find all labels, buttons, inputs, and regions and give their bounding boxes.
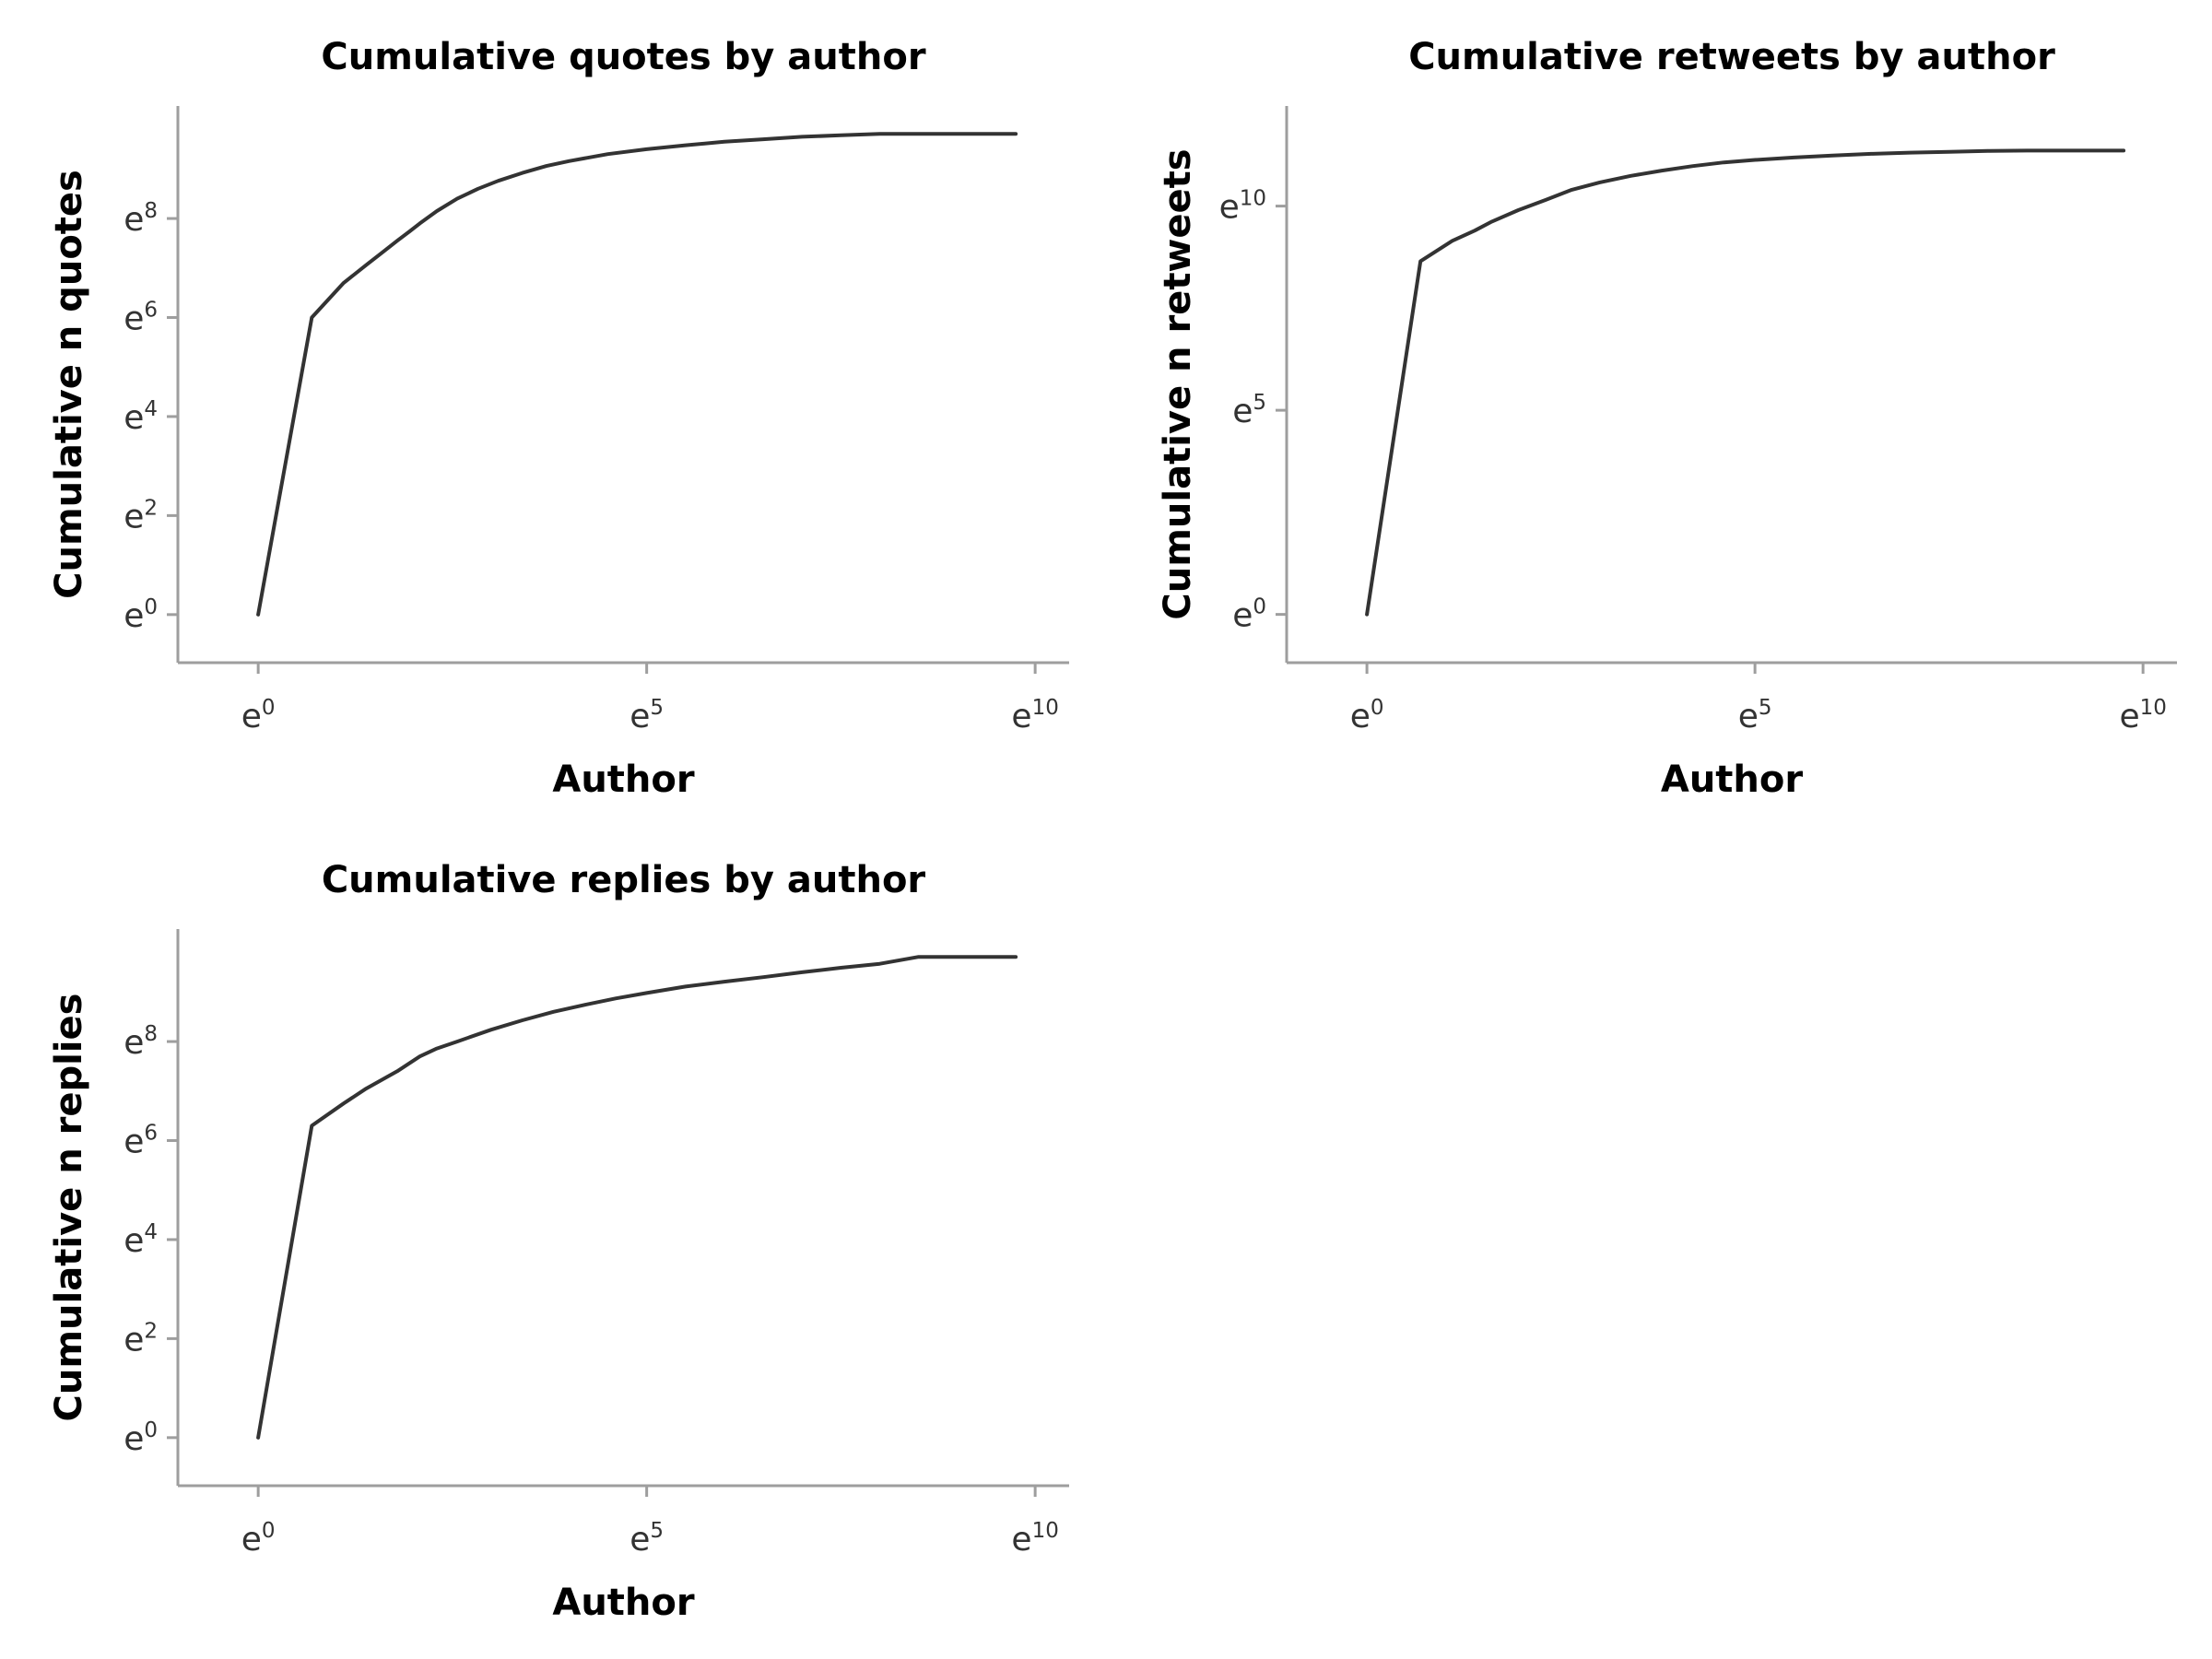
y-tick-label-base: e (124, 597, 144, 635)
x-tick-label: e10 (2119, 696, 2166, 735)
y-tick-label-exponent: 8 (144, 199, 158, 223)
y-tick-label: e8 (124, 199, 158, 239)
chart-title: Cumulative retweets by author (1408, 36, 2055, 78)
x-tick-label-base: e (1738, 698, 1759, 735)
y-tick-label: e8 (124, 1022, 158, 1062)
y-tick-label-base: e (124, 1024, 144, 1062)
x-tick-label-base: e (1350, 698, 1371, 735)
y-tick-label-exponent: 2 (144, 1319, 158, 1343)
x-tick-label-base: e (629, 1521, 650, 1559)
y-tick-label-base: e (124, 1124, 144, 1161)
x-tick-label-exponent: 0 (262, 1519, 276, 1543)
x-tick-label-base: e (241, 1521, 262, 1559)
y-tick-label-exponent: 6 (144, 1122, 158, 1146)
y-tick-label: e2 (124, 1319, 158, 1359)
y-tick-label-base: e (1232, 393, 1253, 430)
y-axis-title: Cumulative n quotes (48, 170, 90, 599)
y-tick-label-base: e (124, 1420, 144, 1458)
y-tick-label-base: e (124, 498, 144, 535)
x-tick-label-exponent: 0 (262, 696, 276, 720)
y-tick-label-exponent: 5 (1253, 391, 1266, 415)
y-tick-label: e2 (124, 496, 158, 535)
series-line-1 (256, 132, 1018, 617)
x-tick-label: e5 (629, 1519, 664, 1559)
y-tick-label-exponent: 0 (144, 595, 158, 619)
x-tick-label: e10 (1011, 696, 1058, 735)
y-tick-label-base: e (1219, 189, 1240, 227)
y-tick-label: e4 (124, 1220, 158, 1260)
y-axis-title: Cumulative n retweets (1157, 148, 1199, 619)
x-tick-label-exponent: 10 (2140, 696, 2167, 720)
y-tick-label: e10 (1219, 187, 1266, 227)
y-tick-label-base: e (124, 1222, 144, 1260)
x-tick-label-exponent: 5 (1759, 696, 1772, 720)
y-tick-label-base: e (124, 201, 144, 239)
y-tick-label: e0 (1232, 595, 1266, 635)
x-tick-label-base: e (241, 698, 262, 735)
x-tick-label-base: e (1011, 698, 1031, 735)
x-tick-label: e5 (1738, 696, 1772, 735)
x-tick-label-base: e (1011, 1521, 1031, 1559)
x-tick-label-exponent: 10 (1032, 1519, 1059, 1543)
series-line-1 (256, 955, 1018, 1440)
y-tick-label-exponent: 4 (144, 1220, 158, 1244)
x-tick-label: e5 (629, 696, 664, 735)
series-line-1 (1365, 148, 2126, 617)
x-tick-label-exponent: 5 (650, 696, 664, 720)
y-tick-label-exponent: 0 (144, 1418, 158, 1442)
x-axis-title: Author (552, 1582, 695, 1624)
x-tick-label-exponent: 0 (1371, 696, 1384, 720)
x-tick-label: e0 (241, 1519, 276, 1559)
y-tick-label: e4 (124, 397, 158, 437)
x-tick-label-exponent: 10 (1032, 696, 1059, 720)
x-tick-label: e0 (1350, 696, 1384, 735)
y-tick-label-exponent: 6 (144, 299, 158, 323)
y-tick-label-exponent: 4 (144, 397, 158, 421)
y-axis-title: Cumulative n replies (48, 994, 90, 1422)
chart-title: Cumulative replies by author (322, 859, 926, 901)
y-tick-label: e6 (124, 299, 158, 338)
y-tick-label-exponent: 0 (1253, 595, 1266, 619)
x-tick-label: e10 (1011, 1519, 1058, 1559)
y-tick-label-exponent: 8 (144, 1022, 158, 1046)
y-tick-label-exponent: 2 (144, 496, 158, 520)
y-tick-label: e0 (124, 595, 158, 635)
y-tick-label-base: e (1232, 597, 1253, 635)
y-tick-label-base: e (124, 1321, 144, 1359)
x-tick-label-exponent: 5 (650, 1519, 664, 1543)
x-tick-label-base: e (2119, 698, 2139, 735)
y-tick-label-base: e (124, 300, 144, 338)
y-tick-label: e0 (124, 1418, 158, 1458)
y-tick-label: e5 (1232, 391, 1266, 430)
chart-title: Cumulative quotes by author (321, 36, 925, 78)
x-axis-title: Author (552, 759, 695, 801)
x-tick-label: e0 (241, 696, 276, 735)
y-tick-label-base: e (124, 399, 144, 437)
x-tick-label-base: e (629, 698, 650, 735)
y-tick-label: e6 (124, 1122, 158, 1161)
x-axis-title: Author (1661, 759, 1804, 801)
y-tick-label-exponent: 10 (1240, 187, 1266, 211)
